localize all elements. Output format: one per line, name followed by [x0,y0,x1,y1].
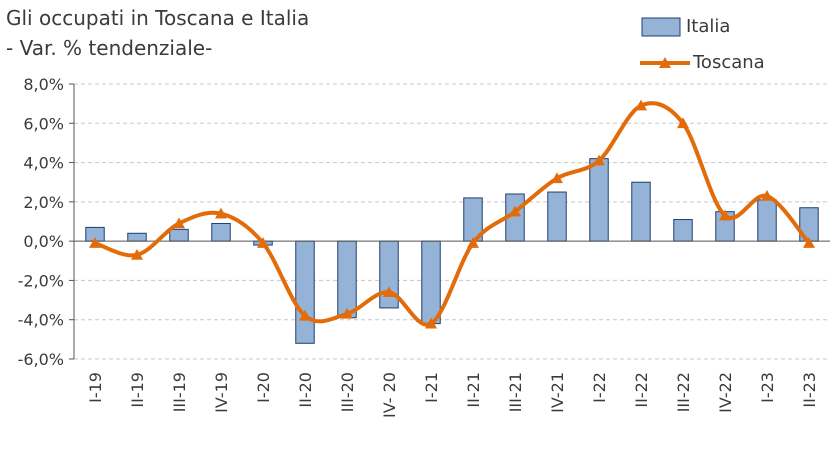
x-tick-label: I-19 [86,372,105,403]
bars-italia [85,158,819,344]
x-tick-label: IV-21 [548,372,567,413]
x-tick-label: IV-22 [716,372,735,413]
axes [69,83,830,360]
point-toscana [299,309,311,321]
bar-italia [421,240,441,325]
x-tick-label: I-21 [422,372,441,403]
x-tick-label: I-20 [254,372,273,403]
y-tick-label: -6,0% [18,350,64,369]
x-tick-label: II-20 [296,372,315,408]
bar-italia [547,191,567,242]
x-tick-label: IV-19 [212,372,231,413]
bar-italia [211,222,231,242]
y-tick-label: 8,0% [23,75,64,94]
legend-label-toscana: Toscana [693,52,765,73]
point-toscana [467,237,479,248]
point-toscana [89,237,101,248]
bar-italia [589,158,609,242]
bar-italia [295,240,315,344]
x-tick-label: IV- 20 [380,372,399,418]
point-toscana [383,286,395,298]
x-tick-label: I-22 [590,372,609,403]
x-tick-label: III-22 [674,372,693,412]
point-toscana [173,217,185,229]
legend [640,17,690,68]
point-toscana [257,237,269,248]
y-tick-label: 6,0% [23,114,64,133]
y-tick-label: 0,0% [23,232,64,251]
bar-italia [757,199,777,242]
bar-italia [337,240,357,319]
x-tick-label: III-21 [506,372,525,412]
point-toscana [509,205,521,217]
gridlines [74,83,830,360]
x-tick-label: III-20 [338,372,357,412]
x-tick-labels: I-19 II-19 III-19 IV-19 I-20 II-20 III-20 IV- 2… [86,372,819,418]
legend-label-italia: Italia [686,16,731,37]
legend-swatch-italia [641,17,681,37]
x-tick-label: II-19 [128,372,147,408]
chart-subtitle: - Var. % tendenziale- [6,36,213,60]
x-tick-label: III-19 [170,372,189,412]
x-tick-label: II-23 [800,372,819,408]
point-toscana [551,172,563,184]
point-toscana [677,117,689,129]
point-toscana [635,99,647,111]
point-toscana [131,248,143,260]
point-toscana [215,207,227,219]
x-tick-label: I-23 [758,372,777,403]
point-toscana [761,189,773,201]
chart-title: Gli occupati in Toscana e Italia [6,6,310,30]
y-tick-label: 4,0% [23,154,64,173]
x-tick-label: II-22 [632,372,651,408]
point-toscana [803,237,815,248]
point-toscana [593,154,605,166]
x-tick-label: II-21 [464,372,483,408]
y-tick-label: -2,0% [18,271,64,290]
y-tick-label: -4,0% [18,311,64,330]
legend-marker-toscana [659,57,671,68]
bar-italia [673,219,693,242]
bar-italia [169,228,189,242]
bar-italia [631,181,651,242]
line-toscana-path [94,101,811,327]
point-toscana [425,317,437,329]
bar-italia [127,232,147,242]
y-tick-labels: 8,0% 6,0% 4,0% 2,0% 0,0% -2,0% -4,0% -6,0% [18,75,64,369]
line-toscana [89,99,815,329]
point-toscana [341,307,353,319]
y-tick-label: 2,0% [23,193,64,212]
point-toscana [719,209,731,221]
